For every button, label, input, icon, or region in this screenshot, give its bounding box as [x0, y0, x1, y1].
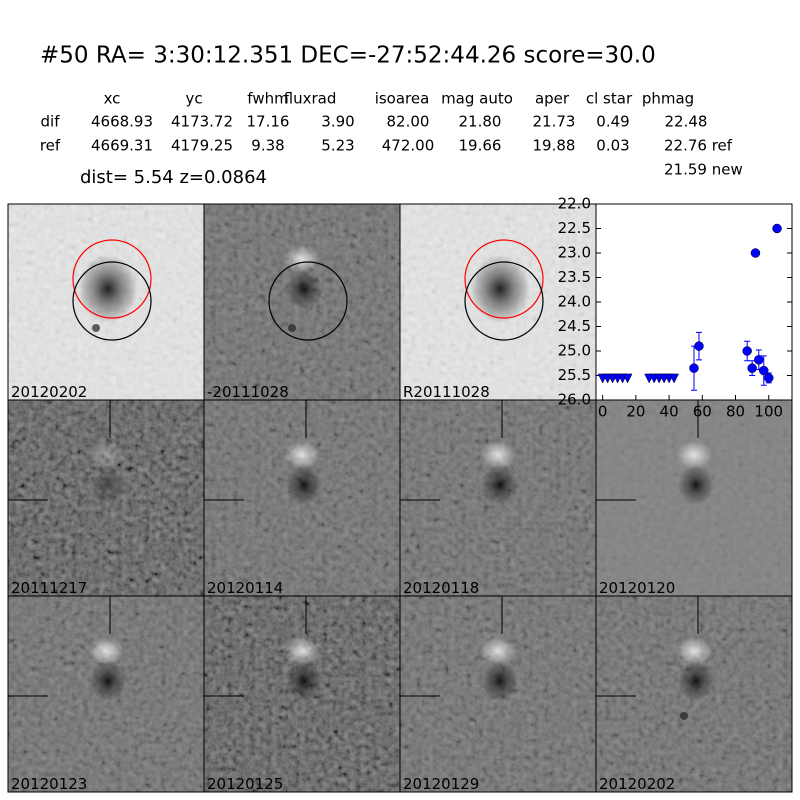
column-header: phmag	[642, 90, 694, 108]
image-panel: 20120129	[399, 595, 597, 793]
y-tick-label: 25.5	[558, 366, 591, 384]
row-header: ref	[40, 137, 61, 155]
image-panel: 20120202	[595, 595, 793, 793]
panel-label: 20120114	[207, 579, 283, 597]
row-header: dif	[41, 113, 61, 131]
data-point	[772, 223, 782, 234]
y-tick-label: 26.0	[558, 391, 591, 409]
image-panel: 20120202	[7, 203, 205, 401]
table-cell: 4173.72	[171, 113, 233, 131]
image-panel: -20111028	[203, 203, 401, 401]
data-point	[750, 248, 761, 258]
table-cell: 82.00	[387, 113, 430, 131]
table-cell: 22.48	[665, 113, 708, 131]
y-tick-label: 22.0	[558, 195, 591, 213]
table-cell: 17.16	[247, 113, 290, 131]
image-panel: 20120120	[595, 399, 793, 597]
image-panel: R20111028	[399, 203, 597, 401]
table-cell: 472.00	[382, 137, 435, 155]
x-tick-label: 0	[598, 403, 608, 421]
image-panel: 20120123	[7, 595, 205, 793]
table-cell: 4668.93	[91, 113, 153, 131]
image-panel: 20120118	[399, 399, 597, 597]
data-point	[754, 355, 764, 365]
column-header: fluxrad	[284, 90, 337, 108]
x-tick-label: 20	[626, 403, 645, 421]
column-header: aper	[535, 90, 570, 108]
data-point	[747, 363, 757, 373]
column-header: isoarea	[375, 90, 430, 108]
light-curve: 22.0 22.5 23.0 23.5 24.0 24.5 25.0 25.5 26.0 0 20 4…	[558, 195, 793, 421]
table-cell: 4179.25	[171, 137, 233, 155]
x-tick-label: 60	[693, 403, 712, 421]
panel-label: 20120202	[11, 383, 87, 401]
data-point	[694, 341, 704, 351]
y-tick-label: 24.5	[558, 317, 591, 335]
aperture-circle	[464, 239, 544, 319]
table-cell: 9.38	[251, 137, 284, 155]
data-point	[689, 363, 699, 373]
extra-phmag: 21.59 new	[664, 161, 743, 179]
table-cell: 0.03	[596, 137, 629, 155]
table-cell: 0.49	[596, 113, 629, 131]
panel-label: 20111217	[11, 579, 87, 597]
column-header: mag auto	[441, 90, 513, 108]
upper-limit	[669, 373, 679, 384]
table-cell: 3.90	[321, 113, 354, 131]
title: #50 RA= 3:30:12.351 DEC=-27:52:44.26 sco…	[40, 43, 656, 69]
x-tick-label: 100	[754, 403, 783, 421]
dist-line: dist= 5.54 z=0.0864	[80, 167, 267, 188]
table-cell: 21.73	[533, 113, 576, 131]
table-cell: 22.76 ref	[664, 137, 733, 155]
panel-label: 20120125	[207, 775, 283, 793]
data-point	[742, 346, 752, 356]
table-cell: 19.88	[533, 137, 576, 155]
aperture-circle	[464, 261, 544, 341]
column-header: yc	[185, 90, 202, 108]
upper-limit	[622, 373, 633, 384]
panel-label: 20120129	[403, 775, 479, 793]
x-tick-label: 80	[726, 403, 745, 421]
column-header: xc	[104, 90, 121, 108]
column-header: cl star	[586, 90, 633, 108]
table-cell: 4669.31	[91, 137, 153, 155]
image-panel: 20120114	[203, 399, 401, 597]
y-tick-label: 23.0	[558, 244, 591, 262]
panel-label: R20111028	[403, 383, 490, 401]
x-tick-label: 40	[660, 403, 679, 421]
image-panel: 20120125	[203, 595, 401, 793]
image-grid: 20120202 -20111028 R20111028 20111217 201201…	[7, 203, 793, 793]
column-header: fwhm	[247, 90, 288, 108]
y-tick-label: 24.0	[558, 293, 591, 311]
aperture-circle	[72, 261, 152, 341]
table-cell: 21.80	[459, 113, 502, 131]
y-tick-label: 25.0	[558, 342, 591, 360]
panel-label: -20111028	[207, 383, 289, 401]
panel-label: 20120202	[599, 775, 675, 793]
panel-label: 20120120	[599, 579, 675, 597]
panel-label: 20120118	[403, 579, 479, 597]
data-point	[763, 373, 774, 383]
y-tick-label: 23.5	[558, 268, 591, 286]
aperture-circle	[72, 239, 152, 319]
aperture-circle	[268, 261, 348, 341]
panel-label: 20120123	[11, 775, 87, 793]
table-cell: 19.66	[459, 137, 502, 155]
image-panel: 20111217	[7, 399, 205, 597]
table-cell: 5.23	[321, 137, 354, 155]
y-tick-label: 22.5	[558, 219, 591, 237]
